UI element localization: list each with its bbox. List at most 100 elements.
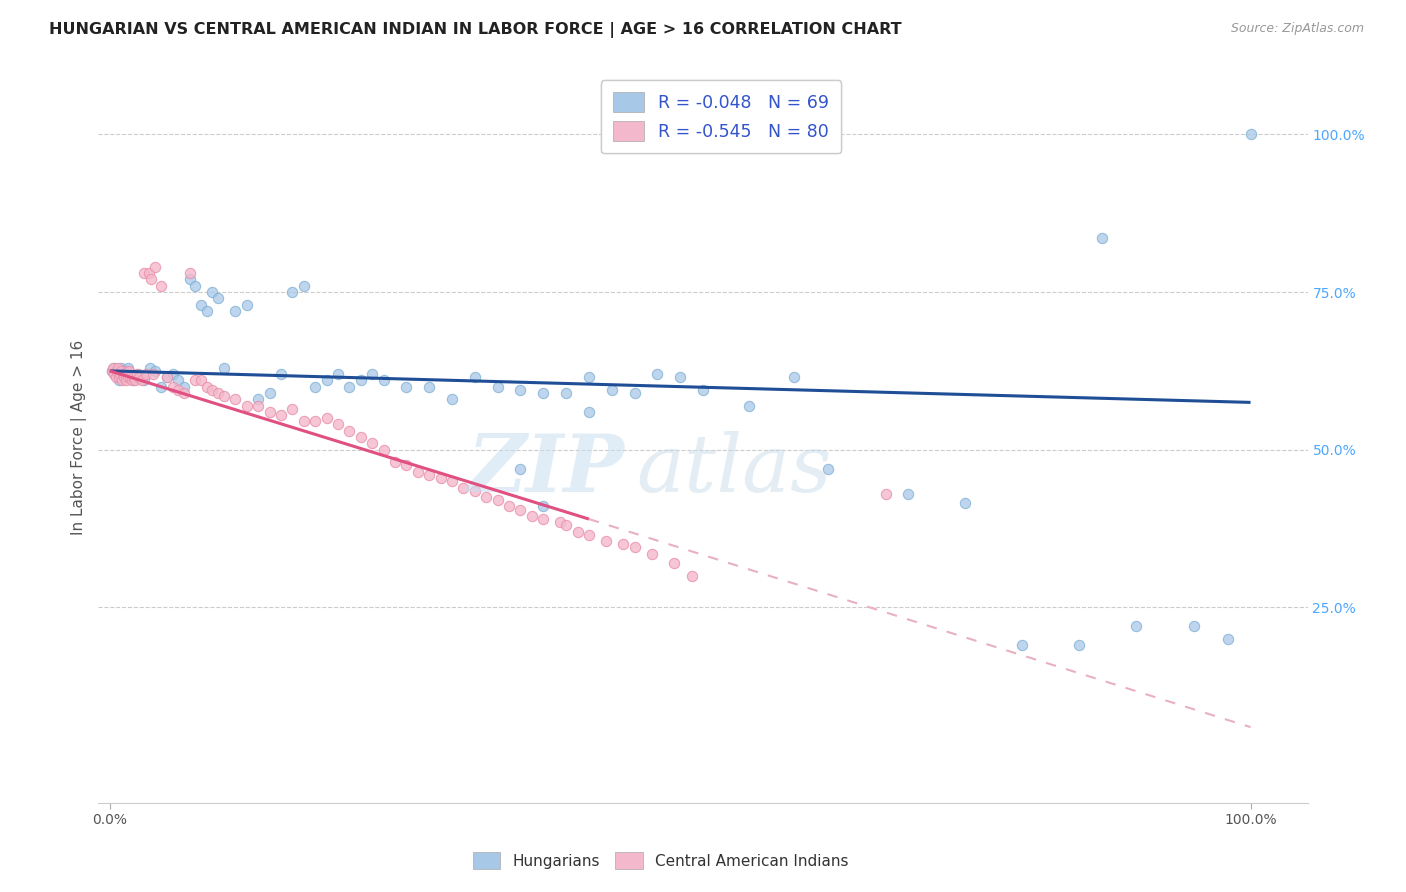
Point xyxy=(103,360,125,375)
Point xyxy=(114,373,136,387)
Point xyxy=(395,458,418,473)
Point xyxy=(373,442,395,457)
Point xyxy=(281,401,304,416)
Point xyxy=(486,379,509,393)
Point xyxy=(1216,632,1239,646)
Point xyxy=(110,364,132,378)
Point xyxy=(247,392,270,407)
Point xyxy=(681,569,703,583)
Point xyxy=(567,524,589,539)
Point xyxy=(418,379,440,393)
Point xyxy=(1091,231,1114,245)
Point xyxy=(315,411,337,425)
Point xyxy=(531,512,554,526)
Text: HUNGARIAN VS CENTRAL AMERICAN INDIAN IN LABOR FORCE | AGE > 16 CORRELATION CHART: HUNGARIAN VS CENTRAL AMERICAN INDIAN IN … xyxy=(49,22,901,38)
Point xyxy=(429,471,451,485)
Point xyxy=(337,379,360,393)
Point xyxy=(135,367,157,381)
Point xyxy=(212,360,235,375)
Point xyxy=(350,430,373,444)
Point xyxy=(270,408,292,422)
Point xyxy=(315,373,337,387)
Point xyxy=(464,370,486,384)
Point xyxy=(224,304,246,318)
Point xyxy=(112,370,135,384)
Point xyxy=(875,487,897,501)
Point xyxy=(173,379,195,393)
Point xyxy=(173,386,195,401)
Point xyxy=(124,373,146,387)
Point xyxy=(179,272,201,286)
Point xyxy=(361,436,384,450)
Point xyxy=(101,364,124,378)
Point xyxy=(167,373,190,387)
Point xyxy=(292,414,315,428)
Point xyxy=(531,500,554,514)
Point xyxy=(235,399,257,413)
Point xyxy=(190,373,212,387)
Point xyxy=(337,424,360,438)
Point xyxy=(441,474,464,488)
Point xyxy=(121,370,143,384)
Point xyxy=(292,278,315,293)
Point xyxy=(1182,619,1205,633)
Point xyxy=(509,502,531,516)
Point xyxy=(647,367,669,381)
Point xyxy=(304,414,326,428)
Point xyxy=(281,285,304,299)
Point xyxy=(101,364,124,378)
Point xyxy=(212,389,235,403)
Point xyxy=(406,465,429,479)
Text: Source: ZipAtlas.com: Source: ZipAtlas.com xyxy=(1230,22,1364,36)
Point xyxy=(1125,619,1147,633)
Y-axis label: In Labor Force | Age > 16: In Labor Force | Age > 16 xyxy=(72,340,87,534)
Point xyxy=(103,367,125,381)
Point xyxy=(145,364,167,378)
Point xyxy=(121,373,143,387)
Point xyxy=(623,541,645,555)
Point xyxy=(111,373,134,387)
Point xyxy=(326,417,349,432)
Point xyxy=(156,370,179,384)
Point xyxy=(783,370,806,384)
Point xyxy=(120,370,142,384)
Point xyxy=(201,285,224,299)
Point xyxy=(103,360,125,375)
Point xyxy=(127,367,149,381)
Point xyxy=(108,370,131,384)
Point xyxy=(190,298,212,312)
Point xyxy=(179,266,201,280)
Point xyxy=(195,304,218,318)
Legend: R = -0.048   N = 69, R = -0.545   N = 80: R = -0.048 N = 69, R = -0.545 N = 80 xyxy=(600,80,841,153)
Point xyxy=(361,367,384,381)
Point xyxy=(1239,128,1261,142)
Point xyxy=(531,386,554,401)
Point xyxy=(162,379,184,393)
Point xyxy=(105,367,128,381)
Point xyxy=(120,370,142,384)
Point xyxy=(108,373,131,387)
Point xyxy=(498,500,520,514)
Point xyxy=(139,272,162,286)
Point xyxy=(115,364,138,378)
Point xyxy=(326,367,349,381)
Point xyxy=(595,534,617,549)
Point xyxy=(395,379,418,393)
Point xyxy=(114,367,136,381)
Point xyxy=(453,481,475,495)
Point xyxy=(114,367,136,381)
Point xyxy=(118,364,141,378)
Point xyxy=(555,518,578,533)
Point xyxy=(384,455,406,469)
Point xyxy=(201,383,224,397)
Point xyxy=(108,367,131,381)
Text: atlas: atlas xyxy=(637,431,832,508)
Point xyxy=(600,383,623,397)
Point xyxy=(475,490,498,504)
Point xyxy=(117,370,139,384)
Point xyxy=(184,278,207,293)
Point xyxy=(550,515,572,529)
Point xyxy=(127,367,149,381)
Point xyxy=(131,373,153,387)
Point xyxy=(464,483,486,498)
